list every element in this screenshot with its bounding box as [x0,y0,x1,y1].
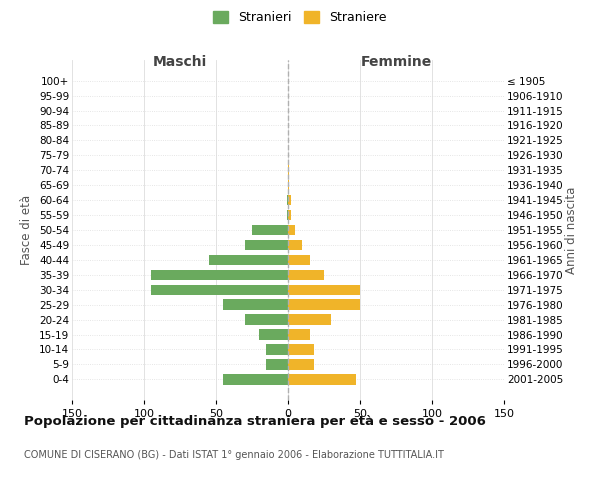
Bar [287,195,288,205]
Bar [288,270,324,280]
Bar [245,314,288,325]
Y-axis label: Fasce di età: Fasce di età [20,195,34,265]
Bar [287,210,288,220]
Bar [288,165,289,175]
Bar [151,270,288,280]
Y-axis label: Anni di nascita: Anni di nascita [565,186,578,274]
Bar [288,314,331,325]
Text: Femmine: Femmine [361,54,431,68]
Bar [288,284,360,295]
Bar [288,330,310,340]
Bar [288,210,291,220]
Bar [288,225,295,235]
Bar [209,254,288,265]
Bar [288,374,356,384]
Bar [288,180,289,190]
Bar [288,254,310,265]
Bar [288,240,302,250]
Text: Maschi: Maschi [153,54,207,68]
Bar [151,284,288,295]
Bar [288,344,314,354]
Bar [288,359,314,370]
Bar [266,344,288,354]
Legend: Stranieri, Straniere: Stranieri, Straniere [213,11,387,24]
Bar [288,300,360,310]
Text: Popolazione per cittadinanza straniera per età e sesso - 2006: Popolazione per cittadinanza straniera p… [24,415,486,428]
Bar [245,240,288,250]
Bar [252,225,288,235]
Bar [266,359,288,370]
Bar [223,300,288,310]
Text: COMUNE DI CISERANO (BG) - Dati ISTAT 1° gennaio 2006 - Elaborazione TUTTITALIA.I: COMUNE DI CISERANO (BG) - Dati ISTAT 1° … [24,450,444,460]
Bar [223,374,288,384]
Bar [288,195,291,205]
Bar [259,330,288,340]
